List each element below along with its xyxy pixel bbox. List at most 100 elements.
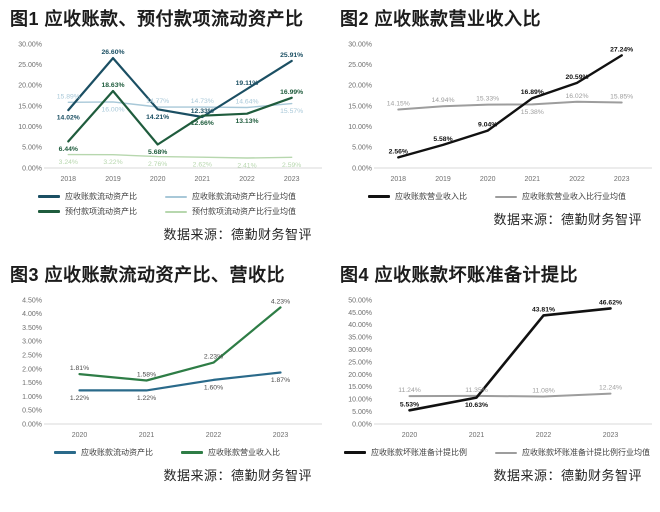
data-label: 19.11% — [236, 80, 259, 87]
legend-swatch — [495, 195, 517, 198]
data-label: 16.99% — [280, 89, 303, 96]
x-tick-label: 2018 — [61, 176, 77, 183]
data-label: 1.60% — [204, 384, 223, 391]
y-tick-label: 3.00% — [22, 339, 42, 346]
series-line — [67, 89, 293, 146]
chart-legend: 应收账款坏账准备计提比例 应收账款坏账准备计提比例行业均值 — [338, 447, 656, 458]
chart-title: 图2 应收账款营业收入比 — [340, 9, 542, 29]
y-tick-label: 10.00% — [18, 124, 42, 131]
x-tick-label: 2023 — [284, 176, 300, 183]
data-label: 2.76% — [148, 161, 167, 168]
data-label: 46.62% — [599, 299, 622, 306]
y-tick-label: 50.00% — [348, 297, 372, 304]
data-label: 14.02% — [57, 115, 80, 122]
data-label: 12.24% — [599, 385, 622, 392]
data-label: 20.59% — [565, 74, 588, 81]
series-line — [67, 101, 293, 109]
data-label: 3.24% — [59, 159, 78, 166]
data-label: 26.60% — [101, 49, 124, 56]
series-line — [78, 306, 282, 382]
chart-legend: 应收账款流动资产比 应收账款营业收入比 — [8, 447, 326, 458]
data-label: 11.24% — [398, 387, 421, 394]
data-label: 2.41% — [237, 163, 256, 170]
series-line — [408, 307, 612, 412]
x-tick-label: 2022 — [239, 176, 255, 183]
chart-canvas: 0.00% 5.00% 10.00% 15.00% 20.00% 25.00% 30.00%… — [18, 41, 322, 183]
data-label: 16.00% — [101, 106, 124, 113]
y-tick-label: 30.00% — [348, 347, 372, 354]
series-line — [397, 100, 623, 111]
data-label: 15.38% — [521, 109, 544, 116]
x-tick-label: 2021 — [195, 176, 211, 183]
data-label: 16.89% — [521, 89, 544, 96]
data-label: 15.89% — [57, 93, 80, 100]
y-tick-label: 10.00% — [348, 397, 372, 404]
legend-swatch — [181, 451, 203, 454]
y-tick-label: 0.50% — [22, 408, 42, 415]
data-label: 3.22% — [103, 159, 122, 166]
legend-item: 应收账款流动资产比 — [54, 447, 153, 458]
chart-plot: 0.00% 0.50% 1.00% 1.50% 2.00% 2.50% 3.00% 3.50%… — [8, 290, 326, 442]
legend-swatch — [495, 451, 517, 454]
legend-label: 应收账款流动资产比行业均值 — [192, 192, 296, 201]
chart-title: 图4 应收账款坏账准备计提比 — [340, 265, 579, 285]
legend-swatch — [38, 210, 60, 213]
y-tick-label: 4.50% — [22, 297, 42, 304]
chart-panel-4: 图4 应收账款坏账准备计提比 0.00% 5.00% 10.00% 15.00% 20.… — [330, 256, 660, 512]
data-label: 2.59% — [282, 162, 301, 169]
legend-swatch — [344, 451, 366, 454]
y-tick-label: 35.00% — [348, 335, 372, 342]
legend-label: 应收账款流动资产比 — [65, 192, 137, 201]
x-tick-label: 2020 — [480, 176, 496, 183]
x-tick-label: 2021 — [139, 432, 155, 439]
legend-item: 应收账款营业收入比行业均值 — [495, 191, 626, 202]
data-label: 43.81% — [532, 306, 555, 313]
chart-panel-2: 图2 应收账款营业收入比 0.00% 5.00% 10.00% 15.00% 20.00… — [330, 0, 660, 256]
chart-plot: 0.00% 5.00% 10.00% 15.00% 20.00% 25.00% 30.00%… — [338, 290, 656, 442]
data-label: 6.44% — [59, 146, 78, 153]
x-tick-label: 2021 — [525, 176, 541, 183]
y-tick-label: 4.00% — [22, 311, 42, 318]
chart-canvas: 0.00% 0.50% 1.00% 1.50% 2.00% 2.50% 3.00% 3.50%… — [22, 297, 322, 439]
legend-label: 预付款项流动资产比 — [65, 207, 137, 216]
chart-title: 图3 应收账款流动资产比、营收比 — [10, 265, 286, 285]
x-tick-label: 2018 — [391, 176, 407, 183]
y-tick-label: 5.00% — [352, 145, 372, 152]
y-tick-label: 25.00% — [348, 359, 372, 366]
y-tick-label: 10.00% — [348, 124, 372, 131]
legend-item: 应收账款营业收入比 — [181, 447, 280, 458]
data-label: 9.04% — [478, 122, 497, 129]
data-label: 14.73% — [191, 98, 214, 105]
legend-label: 应收账款流动资产比 — [81, 448, 153, 457]
y-tick-label: 15.00% — [348, 103, 372, 110]
y-tick-label: 2.50% — [22, 353, 42, 360]
data-label: 12.66% — [191, 120, 214, 127]
y-tick-label: 20.00% — [18, 83, 42, 90]
series-line — [67, 57, 293, 119]
series-line — [397, 54, 623, 159]
data-label: 11.35% — [465, 387, 488, 394]
data-label: 14.77% — [146, 98, 169, 105]
data-label: 2.23% — [204, 354, 223, 361]
data-label: 12.33% — [191, 108, 214, 115]
data-source: 数据来源：德勤财务智评 — [163, 468, 312, 483]
chart-panel-3: 图3 应收账款流动资产比、营收比 0.00% 0.50% 1.00% 1.50% 2.0… — [0, 256, 330, 512]
chart-title: 图1 应收账款、预付款项流动资产比 — [10, 9, 304, 29]
legend-label: 应收账款营业收入比 — [208, 448, 280, 457]
y-tick-label: 15.00% — [18, 103, 42, 110]
y-tick-label: 0.00% — [352, 421, 372, 428]
y-tick-label: 20.00% — [348, 83, 372, 90]
y-tick-label: 30.00% — [18, 41, 42, 48]
x-tick-label: 2019 — [105, 176, 121, 183]
legend-item: 预付款项流动资产比 — [38, 206, 137, 217]
legend-item: 应收账款流动资产比行业均值 — [165, 191, 296, 202]
chart-legend: 应收账款营业收入比 应收账款营业收入比行业均值 — [338, 191, 656, 202]
x-tick-label: 2020 — [402, 432, 418, 439]
data-label: 14.15% — [387, 101, 410, 108]
x-tick-label: 2022 — [569, 176, 585, 183]
data-label: 13.13% — [235, 118, 258, 125]
data-label: 16.02% — [565, 93, 588, 100]
legend-swatch — [165, 195, 187, 198]
x-tick-label: 2021 — [469, 432, 485, 439]
